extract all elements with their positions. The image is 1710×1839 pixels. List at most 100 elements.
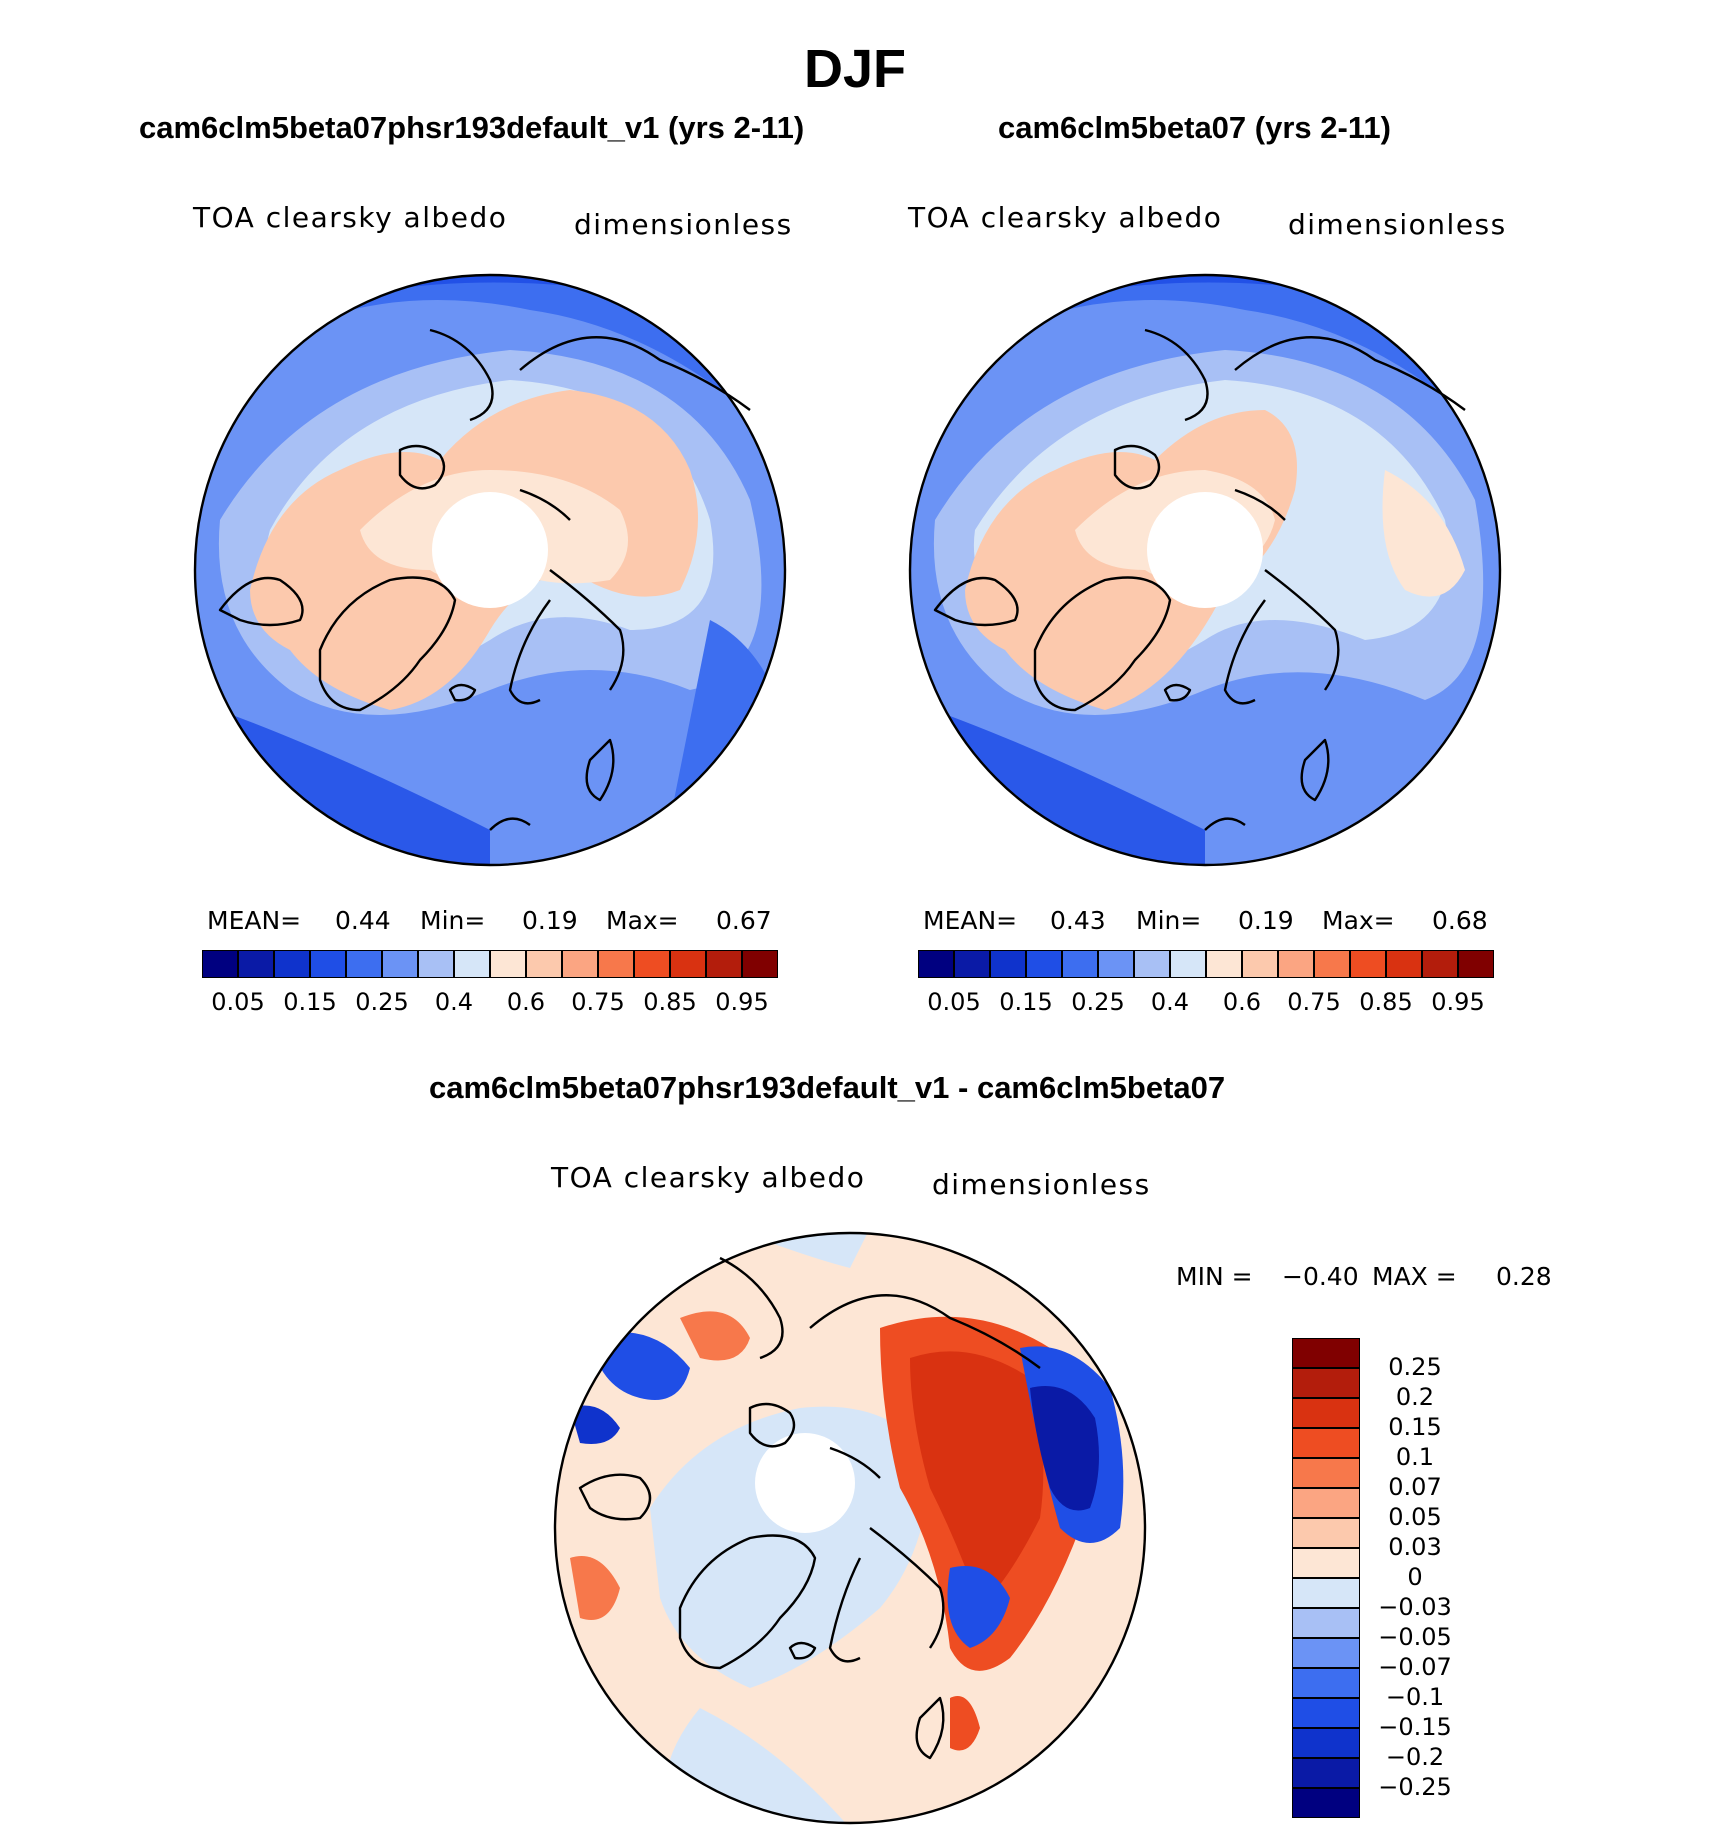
colorbar-box (670, 950, 706, 978)
colorbar-box (1062, 950, 1098, 978)
colorbar-box (1206, 950, 1242, 978)
colorbar-box (1292, 1428, 1360, 1458)
colorbar-tick-label: 0.05 (927, 988, 981, 1016)
colorbar-box (562, 950, 598, 978)
colorbar-box (1458, 950, 1494, 978)
colorbar-tick-label: 0 (1407, 1563, 1423, 1591)
diff-map (553, 1231, 1147, 1825)
colorbar-box (202, 950, 238, 978)
colorbar-tick-label: 0.75 (571, 988, 625, 1016)
colorbar-box (1314, 950, 1350, 978)
colorbar-tick-label: 0.25 (355, 988, 409, 1016)
panel1-mean-value: 0.44 (335, 906, 391, 935)
colorbar-box (1292, 1338, 1360, 1368)
colorbar-tick-label: 0.15 (999, 988, 1053, 1016)
panel1-coastlines (218, 328, 751, 831)
colorbar-tick-label: −0.03 (1378, 1593, 1452, 1621)
colorbar-box (1422, 950, 1458, 978)
colorbar-box (742, 950, 778, 978)
panel2-colorbar-ticks: 0.05 0.15 0.25 0.4 0.6 0.75 0.85 0.95 (918, 988, 1494, 1018)
panel2-max-label: Max= (1322, 906, 1395, 935)
colorbar-box (490, 950, 526, 978)
colorbar-tick-label: 0.25 (1388, 1353, 1442, 1381)
colorbar-box (454, 950, 490, 978)
panel1-units: dimensionless (574, 208, 793, 241)
panel2-mean-label: MEAN= (923, 906, 1018, 935)
panel2-min-label: Min= (1136, 906, 1202, 935)
diff-map-border (553, 1231, 1147, 1825)
panel1-title: cam6clm5beta07phsr193default_v1 (yrs 2-1… (139, 110, 805, 145)
colorbar-box (1292, 1548, 1360, 1578)
colorbar-tick-label: −0.07 (1378, 1653, 1452, 1681)
colorbar-tick-label: 0.03 (1388, 1533, 1442, 1561)
colorbar-tick-label: 0.4 (1150, 988, 1190, 1016)
colorbar-box (1292, 1488, 1360, 1518)
colorbar-box (526, 950, 562, 978)
colorbar-tick-label: 0.85 (1359, 988, 1413, 1016)
colorbar-tick-label: 0.15 (283, 988, 337, 1016)
colorbar-tick-label: 0.6 (1222, 988, 1262, 1016)
panel1-field (195, 275, 785, 865)
colorbar-tick-label: −0.2 (1385, 1743, 1445, 1771)
colorbar-box (990, 950, 1026, 978)
panel2-units: dimensionless (1288, 208, 1507, 241)
panel1-min-label: Min= (420, 906, 486, 935)
diff-min-label: MIN = (1176, 1262, 1253, 1291)
colorbar-tick-label: 0.15 (1388, 1413, 1442, 1441)
diff-colorbar-ticks: 0.25 0.2 0.15 0.1 0.07 0.05 0.03 0 −0.03 −0.05 −0.… (1370, 1338, 1510, 1818)
panel1-max-label: Max= (606, 906, 679, 935)
colorbar-box (1292, 1578, 1360, 1608)
colorbar-box (1292, 1758, 1360, 1788)
colorbar-tick-label: 0.1 (1395, 1443, 1435, 1471)
colorbar-tick-label: −0.25 (1378, 1773, 1452, 1801)
colorbar-box (418, 950, 454, 978)
diff-min-value: −0.40 (1282, 1262, 1359, 1291)
figure-title: DJF (803, 39, 906, 99)
colorbar-tick-label: 0.95 (715, 988, 769, 1016)
colorbar-box (274, 950, 310, 978)
colorbar-tick-label: 0.25 (1071, 988, 1125, 1016)
panel1-min-value: 0.19 (522, 906, 578, 935)
colorbar-box (1026, 950, 1062, 978)
panel1-map (193, 273, 787, 867)
colorbar-box (1292, 1518, 1360, 1548)
colorbar-box (1386, 950, 1422, 978)
panel2-coastlines (933, 328, 1466, 831)
diff-units: dimensionless (932, 1168, 1151, 1201)
panel2-mean-value: 0.43 (1050, 906, 1106, 935)
panel1-map-border (193, 273, 787, 867)
colorbar-tick-label: 0.07 (1388, 1473, 1442, 1501)
colorbar-box (310, 950, 346, 978)
diff-max-value: 0.28 (1496, 1262, 1552, 1291)
colorbar-tick-label: −0.05 (1378, 1623, 1452, 1651)
colorbar-box (346, 950, 382, 978)
diff-title: cam6clm5beta07phsr193default_v1 - cam6cl… (429, 1070, 1226, 1105)
colorbar-box (1292, 1698, 1360, 1728)
panel2-map-border (908, 273, 1502, 867)
colorbar-box (1134, 950, 1170, 978)
colorbar-box (634, 950, 670, 978)
colorbar-box (382, 950, 418, 978)
colorbar-box (1292, 1608, 1360, 1638)
panel2-variable: TOA clearsky albedo (908, 201, 1223, 234)
colorbar-tick-label: 0.85 (643, 988, 697, 1016)
colorbar-box (706, 950, 742, 978)
colorbar-tick-label: −0.1 (1385, 1683, 1445, 1711)
colorbar-box (1098, 950, 1134, 978)
panel1-mean-label: MEAN= (207, 906, 302, 935)
colorbar-box (1292, 1788, 1360, 1818)
colorbar-box (1292, 1458, 1360, 1488)
colorbar-box (1292, 1668, 1360, 1698)
diff-colorbar (1292, 1338, 1360, 1818)
colorbar-box (598, 950, 634, 978)
panel1-colorbar-ticks: 0.05 0.15 0.25 0.4 0.6 0.75 0.85 0.95 (202, 988, 778, 1018)
panel2-title: cam6clm5beta07 (yrs 2-11) (998, 110, 1391, 145)
colorbar-box (1242, 950, 1278, 978)
colorbar-box (918, 950, 954, 978)
panel2-min-value: 0.19 (1238, 906, 1294, 935)
colorbar-tick-label: 0.6 (506, 988, 546, 1016)
panel2-field (910, 275, 1500, 865)
colorbar-tick-label: 0.95 (1431, 988, 1485, 1016)
colorbar-box (1292, 1398, 1360, 1428)
colorbar-box (1278, 950, 1314, 978)
